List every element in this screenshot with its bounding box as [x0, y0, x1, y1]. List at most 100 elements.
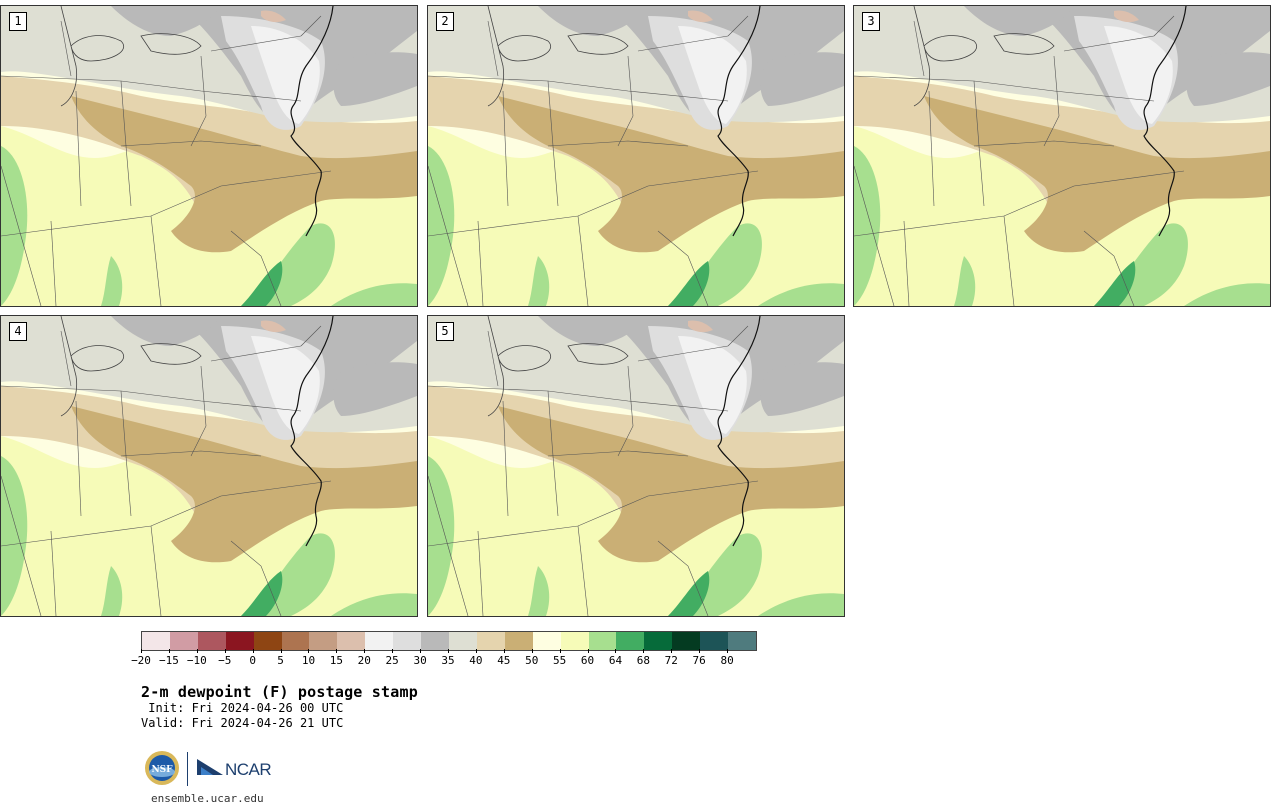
state-boundary — [547, 450, 689, 457]
dewpoint-zone — [538, 6, 648, 36]
colorbar-tick — [727, 649, 729, 653]
dewpoint-zone — [688, 320, 713, 333]
state-boundary — [637, 35, 729, 52]
state-boundary — [428, 480, 759, 547]
ensemble-member-map-5: 5 — [427, 315, 845, 617]
dewpoint-zone — [1104, 26, 1173, 124]
colorbar-tick — [308, 649, 310, 653]
state-boundary — [1, 165, 42, 306]
member-label-4: 4 — [9, 322, 27, 341]
dewpoint-zone — [528, 566, 550, 616]
colorbar-tick — [392, 649, 394, 653]
dewpoint-zone — [1094, 261, 1136, 306]
state-boundary — [60, 330, 72, 387]
state-boundary — [120, 390, 132, 517]
colorbar-tick-label: −5 — [218, 654, 232, 667]
colorbar-swatch — [337, 632, 366, 650]
state-boundary — [487, 330, 499, 387]
dewpoint-zone — [688, 10, 713, 23]
colorbar-swatch — [672, 632, 701, 650]
colorbar-tick-label: 72 — [664, 654, 678, 667]
state-boundary — [502, 400, 509, 517]
member-label-1: 1 — [9, 12, 27, 31]
dewpoint-zone — [251, 26, 320, 124]
state-boundary — [120, 140, 262, 147]
state-boundary — [75, 400, 82, 517]
dewpoint-zone — [111, 316, 221, 346]
state-boundary — [617, 365, 634, 457]
dewpoint-zone — [71, 406, 417, 563]
dewpoint-zone — [678, 26, 747, 124]
ensemble-member-map-1: 1 — [0, 5, 418, 307]
state-boundary — [120, 450, 262, 457]
state-boundary — [1, 385, 302, 412]
coastline — [290, 6, 334, 237]
colorbar-tick — [364, 649, 366, 653]
colorbar-tick — [699, 649, 701, 653]
dewpoint-zone — [71, 96, 417, 253]
colorbar-swatch — [532, 632, 561, 650]
colorbar-swatch — [448, 632, 477, 650]
colorbar-tick — [587, 649, 589, 653]
colorbar-tick — [475, 649, 477, 653]
ensemble-member-map-2: 2 — [427, 5, 845, 307]
colorbar-tick-label: −15 — [158, 654, 179, 667]
dewpoint-map-4 — [1, 316, 417, 616]
dewpoint-zone — [428, 146, 455, 306]
state-boundary — [973, 140, 1115, 147]
valid-time: Valid: Fri 2024-04-26 21 UTC — [141, 716, 344, 730]
state-boundary — [973, 80, 985, 207]
colorbar-swatch — [253, 632, 282, 650]
state-boundary — [577, 525, 589, 616]
coastline — [290, 316, 334, 547]
state-boundary — [428, 165, 469, 306]
state-boundary — [210, 35, 302, 52]
dewpoint-zone — [1, 456, 28, 616]
colorbar-swatch — [365, 632, 394, 650]
state-boundary — [190, 365, 207, 457]
coastline — [1143, 6, 1187, 237]
state-boundary — [300, 15, 322, 37]
state-boundary — [1153, 15, 1175, 37]
colorbar-tick-label: 25 — [385, 654, 399, 667]
colorbar-tick — [448, 649, 449, 653]
state-boundary — [1083, 230, 1135, 306]
colorbar-swatch — [393, 632, 422, 650]
state-boundary — [657, 540, 709, 616]
colorbar-tick-label: 64 — [608, 654, 623, 667]
dewpoint-zone — [331, 593, 417, 616]
state-boundary — [487, 20, 499, 77]
dewpoint-zone — [1186, 52, 1270, 106]
colorbar-tick-label: 10 — [301, 654, 316, 667]
state-boundary — [75, 90, 82, 207]
logo-divider — [187, 752, 188, 786]
colorbar-swatch — [225, 632, 254, 650]
colorbar-tick — [531, 649, 533, 653]
dewpoint-zone — [498, 406, 844, 563]
colorbar-swatch — [560, 632, 589, 650]
dewpoint-zone — [498, 96, 844, 253]
state-boundary — [50, 530, 57, 616]
ncar-logo-text: NCAR — [225, 760, 272, 779]
plot-title: 2-m dewpoint (F) postage stamp — [141, 683, 418, 701]
colorbar-tick-label: 5 — [277, 654, 284, 667]
dewpoint-zone — [111, 6, 221, 36]
colorbar-tick-label: 45 — [497, 654, 511, 667]
colorbar-swatch — [644, 632, 673, 650]
dewpoint-zone — [758, 593, 844, 616]
state-boundary — [477, 220, 484, 306]
dewpoint-zone — [101, 566, 123, 616]
state-boundary — [150, 525, 162, 616]
state-boundary — [928, 90, 935, 207]
colorbar-tick-label: 15 — [329, 654, 343, 667]
state-boundary — [854, 165, 895, 306]
dewpoint-zone — [241, 261, 283, 306]
dewpoint-zone — [428, 456, 455, 616]
state-boundary — [428, 170, 759, 237]
coastline — [717, 316, 761, 547]
dewpoint-zone — [101, 256, 123, 306]
colorbar-tick-label: 68 — [636, 654, 650, 667]
colorbar-tick — [168, 649, 170, 653]
colorbar-tick — [224, 649, 226, 653]
colorbar-tick — [643, 649, 645, 653]
